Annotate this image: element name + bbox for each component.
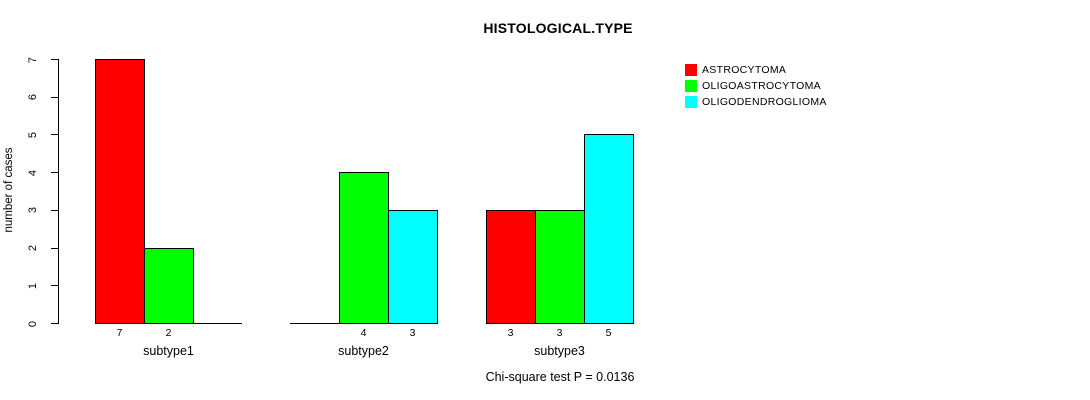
- y-tick: [51, 134, 58, 136]
- bar-subtype2-oligoastrocytoma: [339, 172, 389, 324]
- legend-swatch-icon: [685, 96, 697, 108]
- y-tick: [51, 96, 58, 98]
- bar-subtype1-astrocytoma: [95, 59, 145, 324]
- y-tick-label: 7: [27, 56, 39, 63]
- y-tick: [51, 247, 58, 249]
- chart-title: HISTOLOGICAL.TYPE: [483, 20, 633, 36]
- legend-label: OLIGODENDROGLIOMA: [702, 96, 827, 108]
- bar-value-label: 3: [556, 327, 563, 339]
- legend-item: OLIGODENDROGLIOMA: [685, 94, 827, 110]
- y-tick-label: 6: [27, 94, 39, 101]
- bar-subtype2-oligodendroglioma: [388, 209, 438, 324]
- bar-value-label: 4: [360, 327, 367, 339]
- y-axis: [58, 59, 59, 324]
- category-label-subtype2: subtype2: [338, 344, 389, 358]
- bar-value-label: 5: [605, 327, 612, 339]
- bar-value-label: 7: [116, 327, 123, 339]
- y-axis-label: number of cases: [3, 147, 15, 233]
- y-tick: [51, 209, 58, 211]
- bar-subtype3-oligodendroglioma: [584, 134, 634, 324]
- chi-square-footnote: Chi-square test P = 0.0136: [485, 370, 635, 384]
- y-tick: [51, 172, 58, 174]
- bar-value-label: 2: [165, 327, 172, 339]
- legend-item: ASTROCYTOMA: [685, 62, 827, 78]
- bar-subtype3-oligoastrocytoma: [535, 209, 585, 324]
- y-tick-label: 5: [27, 131, 39, 138]
- legend-swatch-icon: [685, 80, 697, 92]
- bar-value-label: 3: [507, 327, 514, 339]
- y-tick-label: 0: [27, 320, 39, 327]
- y-tick-label: 3: [27, 207, 39, 214]
- bar-subtype3-astrocytoma: [486, 209, 536, 324]
- legend-swatch-icon: [685, 64, 697, 76]
- y-tick-label: 1: [27, 282, 39, 289]
- legend-item: OLIGOASTROCYTOMA: [685, 78, 827, 94]
- legend: ASTROCYTOMA OLIGOASTROCYTOMA OLIGODENDROGL…: [685, 62, 827, 110]
- y-tick: [51, 59, 58, 60]
- category-label-subtype3: subtype3: [534, 344, 585, 358]
- y-tick-label: 2: [27, 245, 39, 252]
- category-label-subtype1: subtype1: [143, 344, 194, 358]
- y-tick-label: 4: [27, 169, 39, 176]
- y-tick: [51, 323, 58, 324]
- legend-label: ASTROCYTOMA: [702, 64, 787, 76]
- bar-subtype1-oligoastrocytoma: [144, 247, 194, 324]
- y-tick: [51, 285, 58, 287]
- bar-value-label: 3: [409, 327, 416, 339]
- legend-label: OLIGOASTROCYTOMA: [702, 80, 821, 92]
